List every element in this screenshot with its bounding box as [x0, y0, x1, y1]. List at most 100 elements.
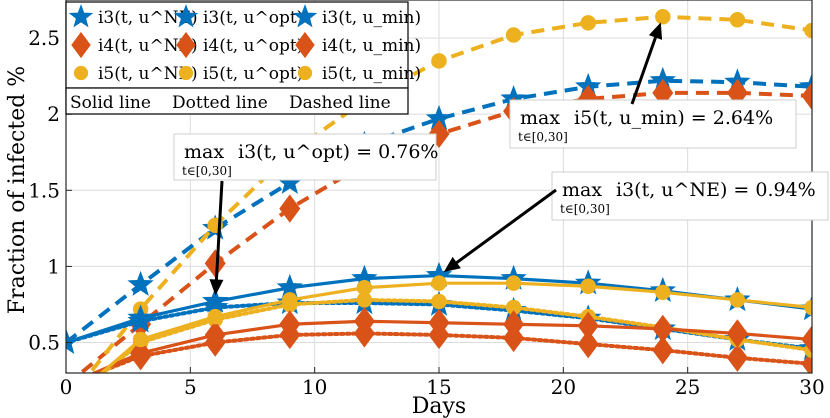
- x-tick-label: 15: [426, 375, 451, 399]
- y-tick-label: 1: [47, 254, 60, 278]
- data-point-marker: [503, 310, 525, 339]
- legend-marker: [73, 65, 89, 81]
- data-point-marker: [428, 308, 450, 337]
- data-point-marker: [130, 339, 152, 368]
- annotation-arrow-head: [443, 256, 461, 273]
- legend-marker: [297, 65, 313, 81]
- annotation-arrow-shaft: [214, 180, 224, 288]
- y-axis-label: Fraction of infected %: [5, 66, 30, 314]
- annotation-arrow-head: [209, 279, 224, 296]
- legend-marker: [292, 4, 318, 28]
- data-point-marker: [356, 280, 373, 296]
- data-point-marker: [127, 304, 154, 330]
- data-point-marker: [66, 328, 80, 354]
- series-line: [66, 78, 812, 345]
- annotation-expression: i3(t, u^opt) = 0.76%: [238, 141, 438, 163]
- x-tick-label: 0: [60, 375, 73, 399]
- x-tick-label: 10: [302, 375, 327, 399]
- data-point-marker: [726, 319, 748, 348]
- data-point-marker: [726, 343, 748, 372]
- annotation-subscript: t∈[0,30]: [560, 202, 610, 216]
- data-point-marker: [801, 81, 812, 111]
- data-point-marker: [431, 53, 447, 69]
- legend-footer-label: Dotted line: [172, 93, 268, 113]
- data-point-marker: [127, 270, 154, 296]
- x-tick-label: 5: [184, 375, 197, 399]
- y-tick-label: 2: [47, 102, 60, 126]
- annotation-arrow-shaft: [449, 188, 557, 269]
- data-point-marker: [132, 331, 149, 348]
- legend-entry-label: i3(t, u^opt): [203, 8, 303, 28]
- y-tick-label: 0.5: [28, 331, 60, 355]
- annotation-expression: i5(t, u_min) = 2.64%: [574, 107, 773, 129]
- legend-footer-label: Solid line: [70, 93, 151, 113]
- tick-labels: 0 5 10 15 20 25 30 0.5 1 1.5 2 2.5: [28, 26, 825, 399]
- y-tick-label: 2.5: [28, 26, 60, 50]
- legend-entry-label: i3(t, u^NE): [98, 8, 198, 28]
- annotation-box: [173, 133, 437, 181]
- annotation-subscript: t∈[0,30]: [182, 164, 232, 178]
- data-point-marker: [431, 275, 447, 291]
- legend-entry-label: i5(t, u^NE): [98, 64, 198, 84]
- legend-marker: [71, 31, 91, 59]
- legend-entry-label: i4(t, u^NE): [98, 36, 198, 56]
- annotation-subscript: t∈[0,30]: [518, 130, 568, 144]
- annotation-expression: i3(t, u^NE) = 0.94%: [616, 179, 816, 201]
- legend-marker: [68, 4, 94, 28]
- y-tick-label: 1.5: [28, 178, 60, 202]
- data-point-marker: [655, 9, 671, 25]
- data-point-marker: [279, 310, 301, 339]
- legend-marker: [176, 31, 196, 59]
- data-point-marker: [577, 329, 599, 359]
- data-point-marker: [655, 284, 671, 301]
- x-tick-label: 20: [551, 375, 576, 399]
- legend-entry-label: i3(t, u_min): [322, 8, 421, 28]
- annotation-arrow-head: [648, 22, 663, 40]
- x-tick-label: 25: [675, 375, 700, 399]
- data-point-marker: [202, 287, 229, 313]
- data-point-marker: [729, 292, 746, 308]
- annotation-box: [509, 99, 797, 149]
- data-point-marker: [505, 275, 522, 291]
- data-point-marker: [282, 292, 298, 308]
- series-i5-solid: [99, 275, 812, 373]
- legend-entry-label: i4(t, u^opt): [203, 36, 303, 56]
- data-point-marker: [505, 27, 522, 43]
- data-point-marker: [580, 15, 596, 31]
- data-point-marker: [279, 194, 301, 223]
- legend: i3(t, u^NE) i3(t, u^opt) i3(t, u_min) i4(t,…: [65, 1, 421, 115]
- legend-footer-box: [65, 87, 409, 115]
- legend-entry-label: i5(t, u^opt): [203, 64, 303, 84]
- annotation-box: [551, 171, 829, 221]
- annotation-arrow-shaft: [630, 29, 660, 105]
- legend-entry-label: i5(t, u_min): [322, 64, 421, 84]
- legend-marker: [295, 31, 315, 59]
- series-i4-solid: [66, 307, 812, 373]
- legend-entry-label: i4(t, u_min): [322, 36, 421, 56]
- data-point-marker: [652, 336, 674, 365]
- data-point-marker: [801, 325, 812, 354]
- legend-marker: [173, 4, 199, 28]
- series-layer: [66, 9, 812, 373]
- data-point-marker: [580, 278, 596, 294]
- legend-footer: Solid line Dotted line Dashed line: [65, 87, 409, 115]
- legend-footer-label: Dashed line: [289, 93, 391, 113]
- annotation-max: max: [562, 179, 602, 201]
- x-axis-label: Days: [412, 394, 466, 418]
- data-point-marker: [652, 314, 674, 344]
- legend-marker: [178, 65, 194, 81]
- data-point-marker: [353, 307, 375, 336]
- data-point-marker: [207, 308, 223, 325]
- data-point-marker: [204, 320, 226, 350]
- annotation-max: max: [184, 141, 224, 163]
- x-tick-label: 30: [799, 375, 824, 399]
- data-point-marker: [577, 311, 599, 340]
- data-point-marker: [431, 293, 447, 310]
- annotation-max: max: [520, 107, 560, 129]
- data-point-marker: [729, 12, 746, 28]
